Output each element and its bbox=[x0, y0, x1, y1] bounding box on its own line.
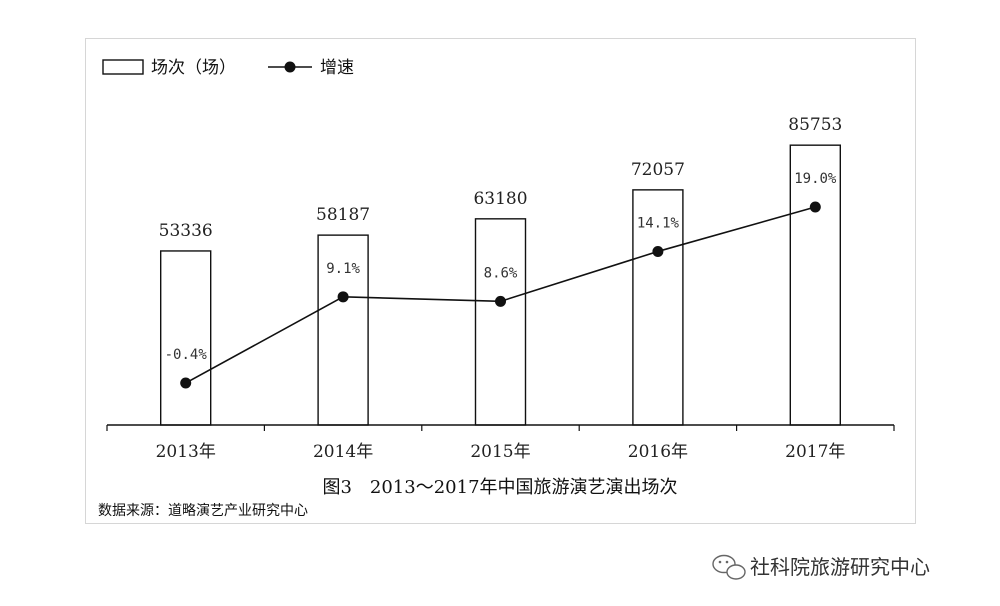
x-tick-label: 2015年 bbox=[470, 442, 530, 462]
growth-point bbox=[652, 245, 664, 257]
growth-point bbox=[337, 291, 349, 303]
x-tick-label: 2014年 bbox=[313, 442, 373, 462]
bar-value-label: 85753 bbox=[788, 115, 842, 135]
source-note: 数据来源：道略演艺产业研究中心 bbox=[98, 503, 308, 519]
chart-frame bbox=[85, 38, 916, 524]
x-axis: 2013年 2014年 2015年 2016年 2017年 bbox=[106, 424, 895, 462]
bar bbox=[789, 144, 841, 426]
legend-line-label: 增速 bbox=[320, 58, 354, 78]
watermark-text: 社科院旅游研究中心 bbox=[750, 555, 930, 579]
growth-point bbox=[495, 295, 506, 307]
growth-value-label: 8.6% bbox=[484, 265, 518, 281]
growth-point bbox=[809, 201, 821, 213]
growth-point bbox=[180, 377, 192, 389]
bar-value-label: 58187 bbox=[316, 205, 370, 225]
bar-value-label: 63180 bbox=[473, 189, 527, 209]
bar-value-label: 72057 bbox=[631, 160, 685, 180]
legend-bar-label: 场次（场） bbox=[151, 58, 236, 78]
figure-caption: 图3 2013～2017年中国旅游演艺演出场次 bbox=[322, 477, 677, 498]
growth-value-label: 19.0% bbox=[794, 171, 837, 187]
growth-line-layer: -0.4% 9.1% 8.6% 14.1% 19.0% bbox=[165, 171, 837, 389]
x-tick-label: 2013年 bbox=[156, 442, 216, 462]
x-tick-label: 2017年 bbox=[785, 442, 845, 462]
growth-value-label: 14.1% bbox=[637, 215, 680, 231]
x-tick-label: 2016年 bbox=[628, 442, 688, 462]
bar bbox=[159, 250, 212, 426]
bar bbox=[474, 218, 527, 426]
legend-bar-swatch bbox=[102, 59, 144, 75]
wechat-icon bbox=[712, 554, 746, 580]
bar-value-label: 53336 bbox=[159, 221, 213, 241]
growth-value-label: 9.1% bbox=[326, 261, 360, 277]
legend: 场次（场） 增速 bbox=[102, 58, 354, 78]
growth-value-label: -0.4% bbox=[165, 347, 208, 363]
watermark: 社科院旅游研究中心 bbox=[712, 554, 930, 580]
legend-line-marker bbox=[284, 61, 296, 73]
